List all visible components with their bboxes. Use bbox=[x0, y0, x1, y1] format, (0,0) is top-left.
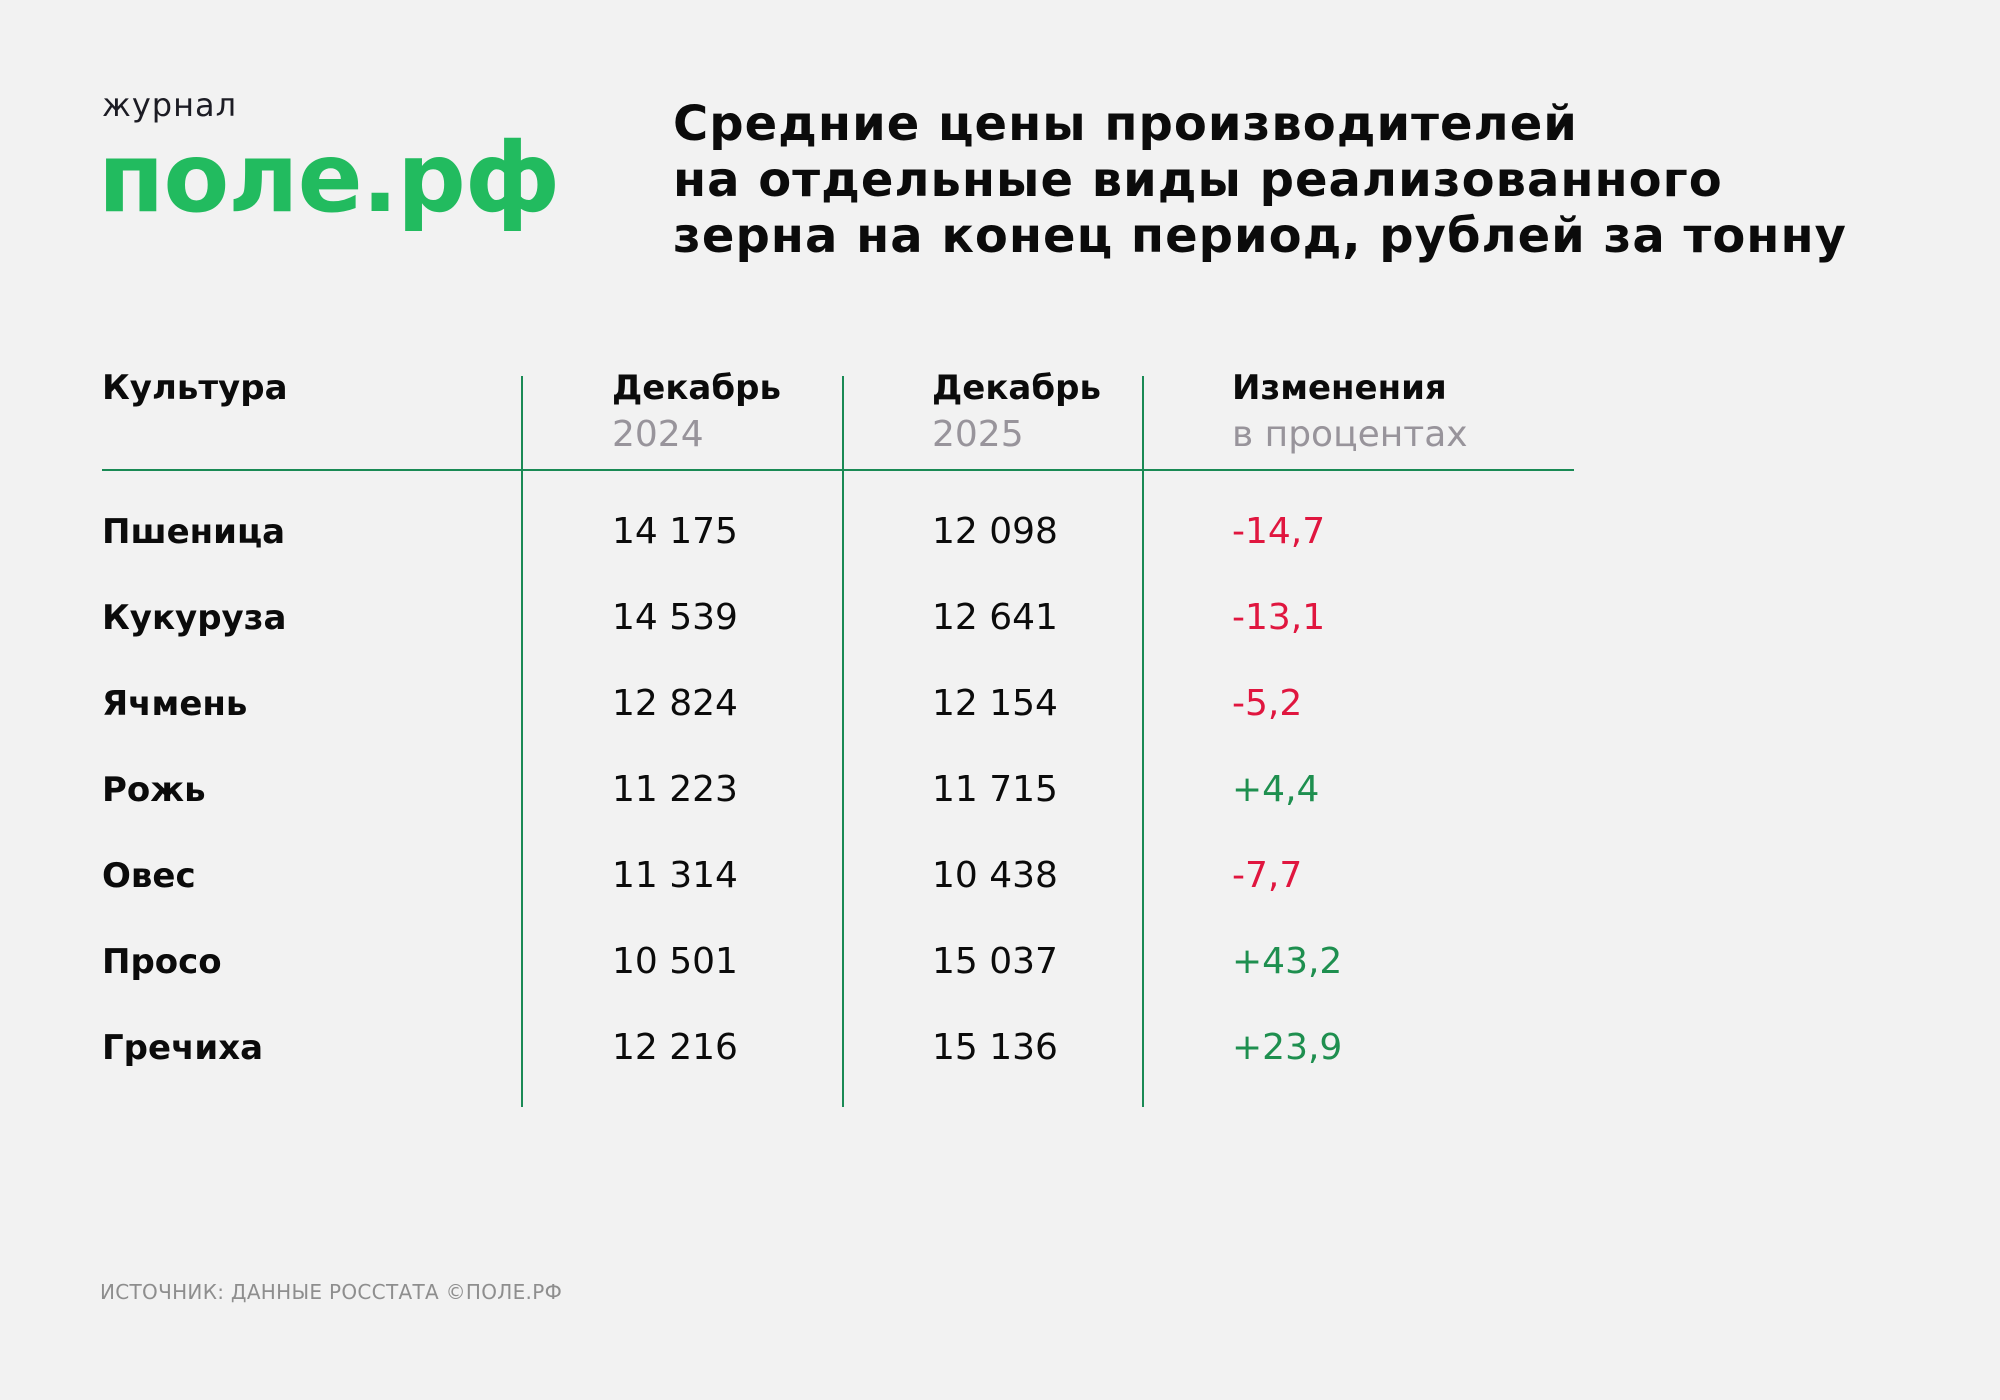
change-percent: +23,9 bbox=[1232, 1027, 1343, 1068]
crop-name: Просо bbox=[102, 942, 222, 982]
price-dec2025: 15 136 bbox=[932, 1027, 1058, 1068]
header-sub: 2025 bbox=[932, 414, 1024, 455]
header-divider bbox=[102, 469, 1574, 471]
price-dec2025: 15 037 bbox=[932, 941, 1058, 982]
change-percent: +43,2 bbox=[1232, 941, 1343, 982]
crop-name: Гречиха bbox=[102, 1028, 264, 1068]
title-line: зерна на конец период, рублей за тонну bbox=[673, 208, 1847, 264]
price-dec2024: 12 824 bbox=[612, 683, 738, 724]
header-label: Декабрь bbox=[612, 368, 781, 408]
table-row: Гречиха 12 216 15 136 +23,9 bbox=[0, 1026, 2000, 1086]
title-line: на отдельные виды реализованного bbox=[673, 152, 1723, 208]
crop-name: Кукуруза bbox=[102, 598, 287, 638]
header-change: Изменения bbox=[1232, 368, 1447, 408]
table-row: Рожь 11 223 11 715 +4,4 bbox=[0, 768, 2000, 828]
price-dec2024: 11 314 bbox=[612, 855, 738, 896]
crop-name: Ячмень bbox=[102, 684, 248, 724]
header-label: Культура bbox=[102, 368, 288, 408]
logo: поле.рф bbox=[98, 122, 560, 234]
header-dec2024: Декабрь bbox=[612, 368, 781, 408]
logo-journal-label: журнал bbox=[102, 86, 238, 124]
table-row: Просо 10 501 15 037 +43,2 bbox=[0, 940, 2000, 1000]
price-dec2024: 14 175 bbox=[612, 511, 738, 552]
price-dec2024: 11 223 bbox=[612, 769, 738, 810]
crop-name: Рожь bbox=[102, 770, 206, 810]
header-sub: 2024 bbox=[612, 414, 704, 455]
column-divider bbox=[521, 376, 523, 1107]
price-dec2025: 12 641 bbox=[932, 597, 1058, 638]
header-crop: Культура bbox=[102, 368, 288, 408]
table-row: Ячмень 12 824 12 154 -5,2 bbox=[0, 682, 2000, 742]
header-dec2025: Декабрь bbox=[932, 368, 1101, 408]
page-title: Средние цены производителей на отдельные… bbox=[673, 96, 1847, 264]
price-dec2024: 14 539 bbox=[612, 597, 738, 638]
crop-name: Овес bbox=[102, 856, 196, 896]
change-percent: +4,4 bbox=[1232, 769, 1320, 810]
source-footer: ИСТОЧНИК: ДАННЫЕ РОССТАТА ©ПОЛЕ.РФ bbox=[100, 1280, 563, 1304]
table-row: Кукуруза 14 539 12 641 -13,1 bbox=[0, 596, 2000, 656]
title-line: Средние цены производителей bbox=[673, 96, 1578, 152]
change-percent: -14,7 bbox=[1232, 511, 1326, 552]
header-sub: в процентах bbox=[1232, 414, 1468, 455]
price-dec2024: 10 501 bbox=[612, 941, 738, 982]
change-percent: -5,2 bbox=[1232, 683, 1303, 724]
table-row: Пшеница 14 175 12 098 -14,7 bbox=[0, 510, 2000, 570]
change-percent: -7,7 bbox=[1232, 855, 1303, 896]
table-row: Овес 11 314 10 438 -7,7 bbox=[0, 854, 2000, 914]
price-dec2025: 10 438 bbox=[932, 855, 1058, 896]
header-label: Декабрь bbox=[932, 368, 1101, 408]
column-divider bbox=[1142, 376, 1144, 1107]
price-dec2025: 12 098 bbox=[932, 511, 1058, 552]
header-label: Изменения bbox=[1232, 368, 1447, 408]
price-dec2025: 12 154 bbox=[932, 683, 1058, 724]
crop-name: Пшеница bbox=[102, 512, 286, 552]
column-divider bbox=[842, 376, 844, 1107]
price-dec2025: 11 715 bbox=[932, 769, 1058, 810]
price-dec2024: 12 216 bbox=[612, 1027, 738, 1068]
change-percent: -13,1 bbox=[1232, 597, 1326, 638]
